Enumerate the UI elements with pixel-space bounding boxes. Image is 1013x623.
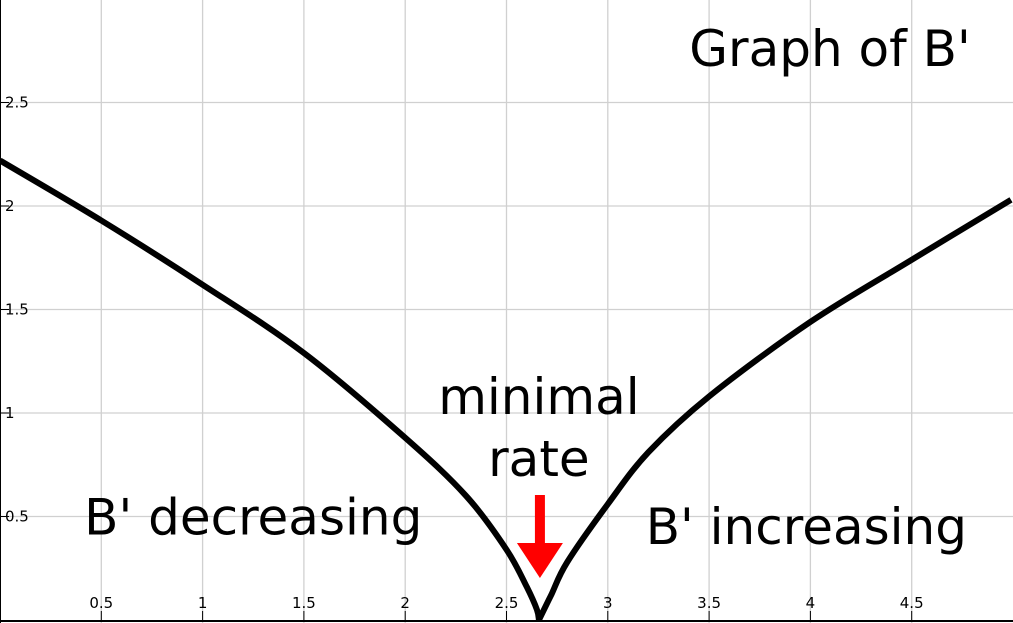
x-tick-label: 3 <box>603 594 613 612</box>
annotation-increasing: B' increasing <box>646 498 967 556</box>
x-tick-label: 4.5 <box>900 594 924 612</box>
arrow-shaft <box>534 495 545 547</box>
annotation-rate: rate <box>488 430 590 488</box>
series-line <box>0 157 1013 622</box>
minimum-arrow <box>516 495 563 578</box>
y-tick-label: 1 <box>5 404 15 422</box>
x-tick-label: 3.5 <box>697 594 721 612</box>
chart-title: Graph of B' <box>689 20 970 78</box>
annotation-minimal: minimal <box>438 368 639 426</box>
x-tick-label: 4 <box>806 594 816 612</box>
tick-labels: 0.5 1 1.5 2 2.5 3 3.5 4 4.5 0.5 1 1.5 2 2.5 <box>5 94 924 613</box>
y-tick-label: 2 <box>5 197 15 215</box>
x-tick-label: 2 <box>400 594 410 612</box>
arrow-head <box>516 543 563 578</box>
x-tick-label: 1.5 <box>292 594 316 612</box>
annotation-decreasing: B' decreasing <box>84 489 422 547</box>
x-tick-label: 0.5 <box>89 594 113 612</box>
y-tick-label: 1.5 <box>5 301 29 319</box>
y-tick-label: 2.5 <box>5 94 29 112</box>
y-tick-label: 0.5 <box>5 508 29 526</box>
x-tick-label: 2.5 <box>495 594 519 612</box>
x-tick-label: 1 <box>198 594 208 612</box>
